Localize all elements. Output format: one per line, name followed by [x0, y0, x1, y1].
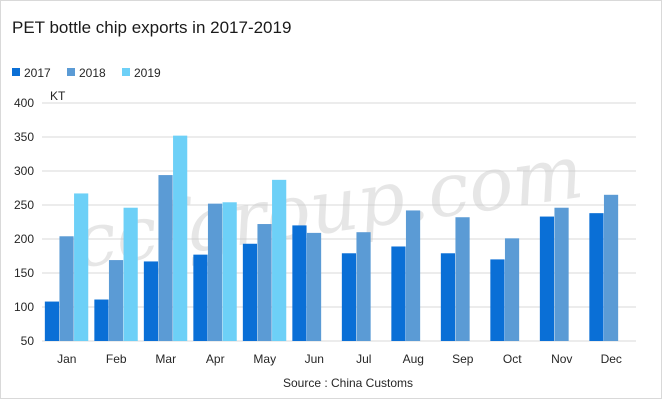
bar-2018-Oct	[504, 238, 520, 341]
bar-2019-Feb	[123, 207, 138, 341]
bar-2018-Nov	[554, 207, 569, 341]
legend-swatch-2019	[122, 68, 130, 76]
bar-2017-Jul	[341, 253, 357, 341]
chart-title: PET bottle chip exports in 2017-2019	[12, 18, 292, 37]
source-note: Source : China Customs	[283, 376, 413, 390]
x-tick-label: Aug	[403, 352, 424, 366]
y-tick-label: 350	[14, 130, 34, 144]
bar-2017-Jun	[292, 225, 307, 341]
x-axis-ticks: Jan Feb Mar Apr May Jun Jul Aug Sep Oct Nov Dec	[57, 352, 622, 366]
legend: 2017 2018 2019	[12, 66, 161, 80]
y-axis-ticks: 50 100 150 200 250 300 350 400	[14, 96, 34, 348]
y-tick-label: 300	[14, 164, 34, 178]
y-tick-label: 400	[14, 96, 34, 110]
bar-2018-Sep	[455, 217, 470, 341]
legend-label: 2018	[79, 66, 106, 80]
x-tick-label: Sep	[452, 352, 474, 366]
bar-2017-Oct	[490, 259, 505, 341]
legend-label: 2017	[24, 66, 51, 80]
x-tick-label: Jun	[305, 352, 324, 366]
x-tick-label: Dec	[601, 352, 622, 366]
bar-2018-Jul	[356, 232, 371, 341]
legend-label: 2019	[134, 66, 161, 80]
x-tick-label: Apr	[206, 352, 225, 366]
bar-2019-Mar	[173, 135, 188, 341]
bar-2018-Aug	[405, 210, 421, 341]
bar-2017-May	[242, 243, 258, 341]
x-tick-label: Feb	[106, 352, 127, 366]
bar-2018-Jun	[306, 232, 322, 341]
bar-2018-Apr	[207, 203, 223, 341]
bar-2018-Jan	[59, 236, 74, 341]
x-tick-label: Mar	[155, 352, 176, 366]
x-tick-label: Oct	[503, 352, 522, 366]
x-tick-label: Nov	[551, 352, 572, 366]
legend-swatch-2017	[12, 68, 20, 76]
y-tick-label: 250	[14, 198, 34, 212]
bar-2018-May	[257, 224, 272, 341]
y-axis-unit: KT	[50, 89, 66, 103]
bars	[44, 135, 619, 341]
bar-2017-Sep	[440, 253, 456, 341]
bar-2017-Dec	[589, 213, 604, 341]
bar-2017-Jan	[44, 301, 60, 341]
x-tick-label: May	[253, 352, 276, 366]
bar-2018-Dec	[603, 194, 619, 341]
legend-swatch-2018	[67, 68, 75, 76]
x-tick-label: Jan	[57, 352, 76, 366]
bar-2018-Mar	[158, 175, 173, 341]
bar-2018-Feb	[108, 260, 124, 341]
y-tick-label: 150	[14, 266, 34, 280]
y-tick-label: 100	[14, 300, 34, 314]
bar-2017-Feb	[94, 299, 109, 341]
gridlines	[42, 102, 636, 342]
bar-2019-May	[272, 179, 287, 341]
bar-2019-Jan	[74, 193, 89, 341]
x-tick-label: Jul	[356, 352, 371, 366]
bar-2019-Apr	[222, 202, 237, 341]
y-tick-label: 200	[14, 232, 34, 246]
y-tick-label: 50	[21, 334, 35, 348]
bar-2017-Nov	[539, 216, 555, 341]
bar-2017-Apr	[193, 254, 208, 341]
bar-2017-Aug	[391, 246, 406, 341]
bar-2017-Mar	[143, 261, 159, 341]
